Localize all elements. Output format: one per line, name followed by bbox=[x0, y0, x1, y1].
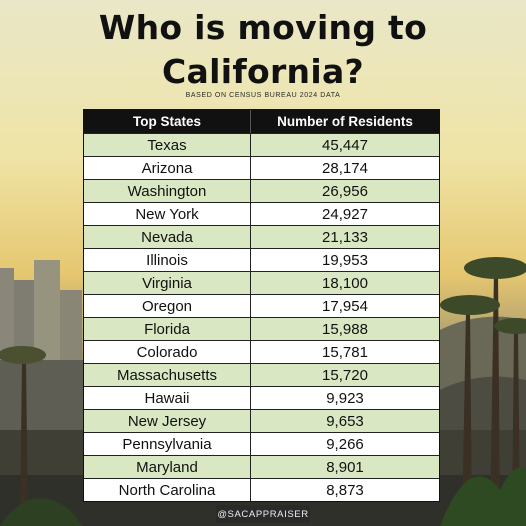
residents-cell: 15,720 bbox=[251, 364, 439, 386]
residents-cell: 21,133 bbox=[251, 226, 439, 248]
column-header-number-of-residents: Number of Residents bbox=[277, 114, 413, 129]
table-row: Nevada 21,133 bbox=[84, 225, 439, 248]
state-cell: New York bbox=[84, 203, 251, 225]
table-row: New York 24,927 bbox=[84, 202, 439, 225]
residents-cell: 45,447 bbox=[251, 134, 439, 156]
column-header-top-states: Top States bbox=[84, 110, 251, 133]
table-row: Pennsylvania 9,266 bbox=[84, 432, 439, 455]
residents-cell: 8,873 bbox=[251, 479, 439, 501]
state-cell: Arizona bbox=[84, 157, 251, 179]
state-cell: Pennsylvania bbox=[84, 433, 251, 455]
table-row: Florida 15,988 bbox=[84, 317, 439, 340]
table-row: Massachusetts 15,720 bbox=[84, 363, 439, 386]
residents-cell: 26,956 bbox=[251, 180, 439, 202]
title-line-1: Who is moving to bbox=[98, 8, 428, 47]
residents-cell: 9,923 bbox=[251, 387, 439, 409]
state-cell: Hawaii bbox=[84, 387, 251, 409]
state-cell: Texas bbox=[84, 134, 251, 156]
table-row: New Jersey 9,653 bbox=[84, 409, 439, 432]
table-row: North Carolina 8,873 bbox=[84, 478, 439, 501]
table-row: Texas 45,447 bbox=[84, 133, 439, 156]
state-cell: Washington bbox=[84, 180, 251, 202]
residents-cell: 18,100 bbox=[251, 272, 439, 294]
state-cell: North Carolina bbox=[84, 479, 251, 501]
residents-cell: 28,174 bbox=[251, 157, 439, 179]
watermark-handle: @SACAPPRAISER bbox=[216, 505, 310, 523]
residents-cell: 9,266 bbox=[251, 433, 439, 455]
table-header-row: Top States Number of Residents bbox=[84, 110, 439, 133]
residents-cell: 24,927 bbox=[251, 203, 439, 225]
title-line-2: California? bbox=[162, 52, 364, 91]
state-cell: Florida bbox=[84, 318, 251, 340]
residents-cell: 19,953 bbox=[251, 249, 439, 271]
state-cell: Nevada bbox=[84, 226, 251, 248]
table-row: Oregon 17,954 bbox=[84, 294, 439, 317]
state-cell: New Jersey bbox=[84, 410, 251, 432]
residents-cell: 8,901 bbox=[251, 456, 439, 478]
table-row: Maryland 8,901 bbox=[84, 455, 439, 478]
table-row: Illinois 19,953 bbox=[84, 248, 439, 271]
residents-cell: 15,781 bbox=[251, 341, 439, 363]
table-row: Washington 26,956 bbox=[84, 179, 439, 202]
table-row: Virginia 18,100 bbox=[84, 271, 439, 294]
residents-table: Top States Number of Residents Texas 45,4… bbox=[83, 109, 440, 502]
table-row: Colorado 15,781 bbox=[84, 340, 439, 363]
residents-cell: 9,653 bbox=[251, 410, 439, 432]
state-cell: Maryland bbox=[84, 456, 251, 478]
source-subtitle: BASED ON CENSUS BUREAU 2024 DATA bbox=[185, 92, 341, 99]
page-title: Who is moving to California? bbox=[0, 6, 526, 94]
residents-cell: 15,988 bbox=[251, 318, 439, 340]
table-row: Hawaii 9,923 bbox=[84, 386, 439, 409]
table-row: Arizona 28,174 bbox=[84, 156, 439, 179]
state-cell: Colorado bbox=[84, 341, 251, 363]
residents-cell: 17,954 bbox=[251, 295, 439, 317]
state-cell: Virginia bbox=[84, 272, 251, 294]
state-cell: Massachusetts bbox=[84, 364, 251, 386]
state-cell: Oregon bbox=[84, 295, 251, 317]
state-cell: Illinois bbox=[84, 249, 251, 271]
